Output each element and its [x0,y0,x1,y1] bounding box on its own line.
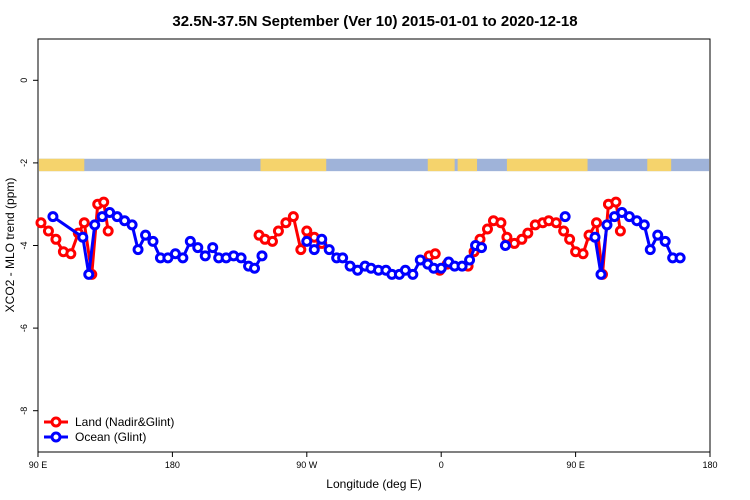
data-point [499,240,511,251]
data-point [132,244,144,256]
data-point [65,248,77,260]
data-point [280,217,292,229]
data-point [550,217,562,229]
legend-land-label: Land (Nadir&Glint) [75,415,174,429]
data-point [522,227,534,239]
data-point [501,231,513,243]
ocean-band [39,158,709,172]
data-point [42,225,54,237]
land-band-segment [427,158,455,172]
data-point [564,233,576,245]
x-tick-label: 180 [702,460,717,470]
y-tick-label: -6 [19,324,29,332]
data-point [516,233,528,245]
data-point [50,233,62,245]
data-point [98,196,110,208]
data-point [674,252,686,264]
data-point [464,254,476,266]
data-point [495,217,507,229]
y-tick-label: -2 [19,159,29,167]
data-point [207,242,219,254]
data-point [589,231,601,243]
data-point [83,268,95,280]
data-point [610,196,622,208]
series-ocean [47,206,686,280]
land-band-segment [647,158,672,172]
data-point [481,223,493,235]
y-tick-label: -8 [19,407,29,415]
series-land [35,196,626,280]
x-axis: 90 E 180 90 W 0 90 E 180 [29,452,718,470]
data-point [559,211,571,223]
land-band-segment [260,158,327,172]
data-point [102,225,114,237]
data-point [78,217,90,229]
x-axis-label: Longitude (deg E) [326,477,421,491]
land-band-segment [39,158,85,172]
data-point [199,250,211,262]
x-tick-label: 180 [165,460,180,470]
data-point [601,219,613,231]
data-point [301,225,313,237]
data-point [308,244,320,256]
land-ocean-band [39,158,709,172]
data-point [140,229,152,241]
data-point [184,235,196,247]
data-point [266,235,278,247]
data-point [591,217,603,229]
x-tick-label: 90 E [29,460,48,470]
data-point [456,260,468,272]
legend: Land (Nadir&Glint) Ocean (Glint) [44,415,174,444]
data-point [644,244,656,256]
data-point [407,268,419,280]
series-layer [35,196,686,280]
y-axis: 0 -2 -4 -6 -8 [19,78,38,415]
data-point [316,233,328,245]
data-point [256,250,268,262]
data-point [435,262,447,274]
data-point [337,252,349,264]
y-tick-label: 0 [19,78,29,83]
data-point [126,219,138,231]
data-point [295,244,307,256]
data-point [323,244,335,256]
data-point [577,248,589,260]
chart-title: 32.5N-37.5N September (Ver 10) 2015-01-0… [172,13,577,30]
data-point [89,219,101,231]
data-point [659,235,671,247]
x-tick-label: 90 E [566,460,585,470]
data-point [301,235,313,247]
land-band-segment [506,158,588,172]
data-point [147,235,159,247]
x-tick-label: 90 W [296,460,318,470]
x-tick-label: 0 [439,460,444,470]
y-axis-label: XCO2 - MLO trend (ppm) [3,178,17,313]
data-point [35,217,47,229]
data-point [47,211,59,223]
data-point [287,211,299,223]
legend-ocean-marker [50,431,62,443]
data-point [429,248,441,260]
legend-ocean-label: Ocean (Glint) [75,430,146,444]
data-point [192,242,204,254]
data-point [558,225,570,237]
data-point [272,225,284,237]
land-band-segment [457,158,478,172]
data-point [177,252,189,264]
data-point [595,268,607,280]
data-point [249,262,261,274]
data-point [235,252,247,264]
data-point [652,229,664,241]
data-point [638,219,650,231]
legend-land-marker [50,416,62,428]
data-point [476,242,488,254]
y-tick-label: -4 [19,241,29,249]
data-point [77,231,89,243]
data-point [614,225,626,237]
